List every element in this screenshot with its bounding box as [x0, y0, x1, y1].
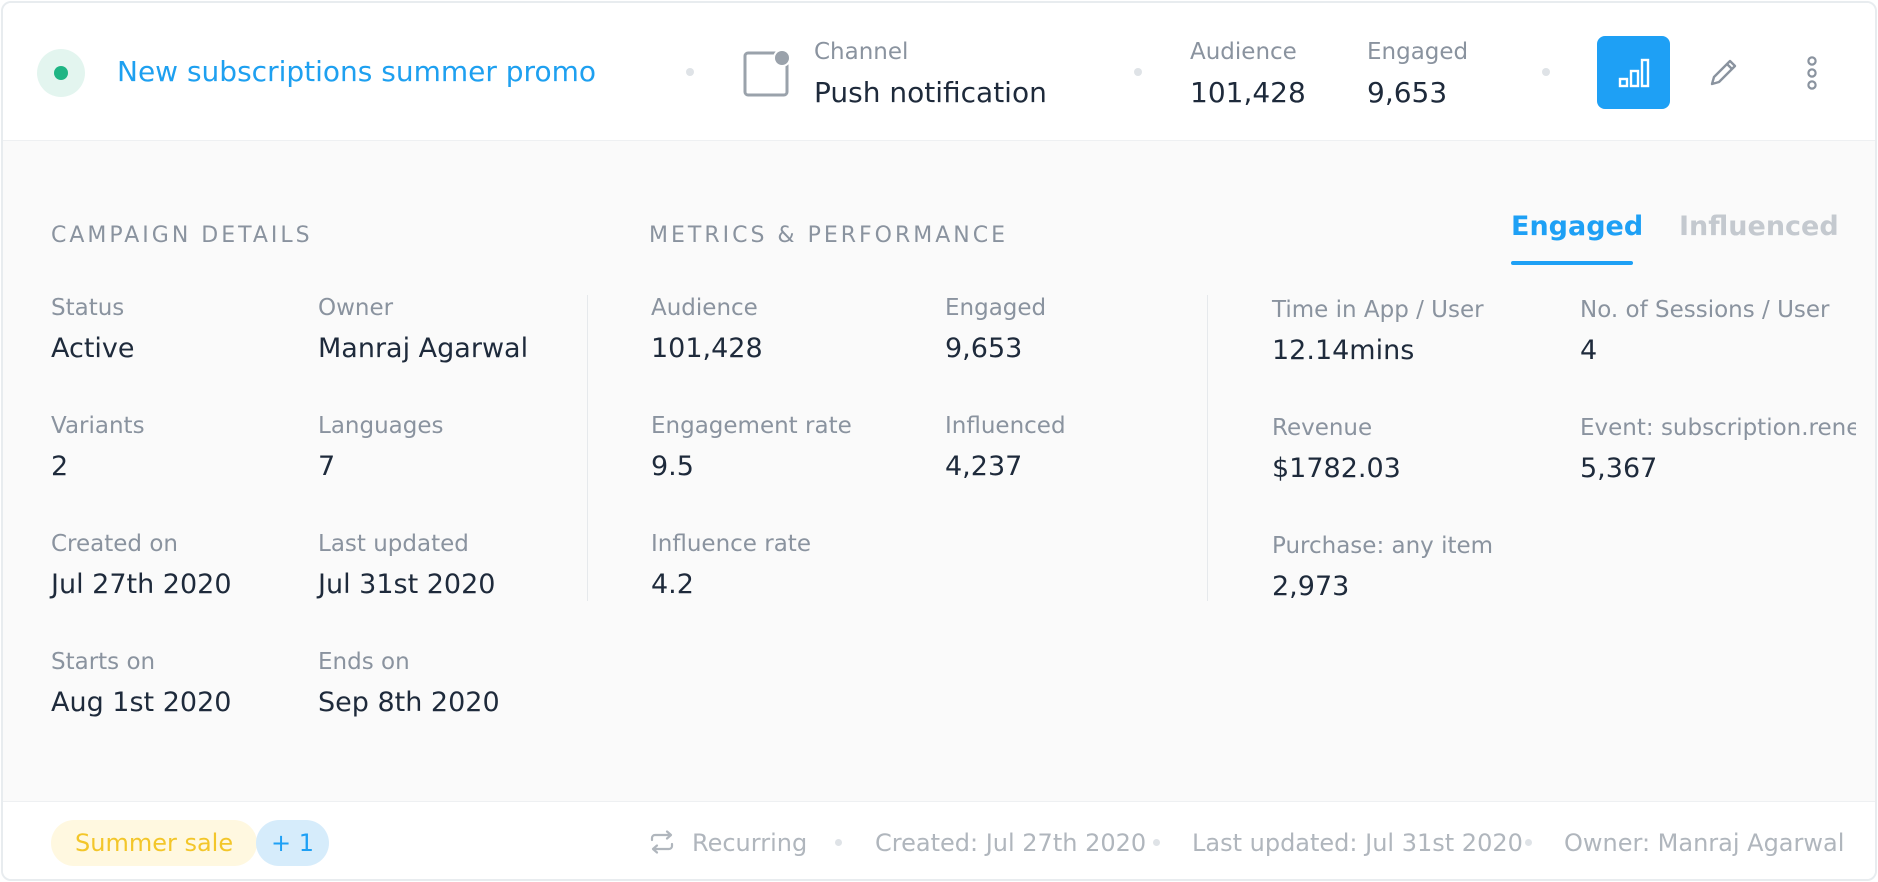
more-vertical-icon — [1806, 55, 1817, 90]
sessions-label-clip: No. of Sessions / User — [1580, 297, 1856, 331]
separator-dot — [1542, 68, 1550, 76]
column-divider — [587, 295, 588, 601]
purchase-any-item-value: 2,973 — [1272, 571, 1350, 602]
sessions-per-user-value: 4 — [1580, 335, 1598, 366]
purchase-any-item-label: Purchase: any item — [1272, 533, 1494, 559]
separator-dot — [835, 839, 842, 846]
metrics-performance-title: METRICS & PERFORMANCE — [649, 223, 1009, 248]
campaign-header: New subscriptions summer promo Channel P… — [3, 3, 1875, 141]
tag-summer-sale[interactable]: Summer sale — [51, 820, 258, 866]
analytics-button[interactable] — [1597, 36, 1670, 109]
column-divider — [1207, 295, 1208, 601]
time-in-app-label: Time in App / User — [1272, 297, 1484, 323]
owner-label: Owner — [318, 295, 394, 321]
status-dot-icon — [54, 66, 68, 80]
status-indicator — [37, 49, 85, 97]
metric-audience-label: Audience — [651, 295, 758, 321]
variants-value: 2 — [51, 451, 69, 482]
recurring-text: Recurring — [692, 829, 808, 857]
active-tab-indicator — [1511, 261, 1633, 265]
event-subscription-renew-label: Event: subscription.renew — [1580, 415, 1856, 441]
footer-last-updated-text: Last updated: Jul 31st 2020 — [1192, 829, 1523, 857]
bar-chart-icon — [1618, 58, 1649, 87]
channel-value: Push notification — [814, 76, 1047, 109]
influence-rate-value: 4.2 — [651, 569, 694, 600]
languages-value: 7 — [318, 451, 336, 482]
influenced-label: Influenced — [945, 413, 1066, 439]
status-value: Active — [51, 333, 135, 364]
last-updated-value: Jul 31st 2020 — [318, 569, 496, 600]
last-updated-label: Last updated — [318, 531, 469, 557]
tab-engaged[interactable]: Engaged — [1511, 211, 1644, 242]
engagement-rate-label: Engagement rate — [651, 413, 852, 439]
edit-button[interactable] — [1686, 36, 1759, 109]
channel-label: Channel — [814, 39, 909, 65]
metric-audience-value: 101,428 — [651, 333, 763, 364]
more-options-button[interactable] — [1775, 36, 1848, 109]
starts-on-value: Aug 1st 2020 — [51, 687, 232, 718]
separator-dot — [1525, 839, 1532, 846]
separator-dot — [1134, 68, 1142, 76]
ends-on-value: Sep 8th 2020 — [318, 687, 500, 718]
footer-created-text: Created: Jul 27th 2020 — [875, 829, 1147, 857]
metric-engaged-value: 9,653 — [945, 333, 1023, 364]
sessions-per-user-label: No. of Sessions / User — [1580, 297, 1830, 323]
pencil-icon — [1710, 59, 1736, 85]
audience-label: Audience — [1190, 39, 1297, 65]
ends-on-label: Ends on — [318, 649, 410, 675]
footer-owner-text: Owner: Manraj Agarwal — [1564, 829, 1845, 857]
separator-dot — [686, 68, 694, 76]
variants-label: Variants — [51, 413, 145, 439]
owner-value: Manraj Agarwal — [318, 333, 529, 364]
engagement-rate-value: 9.5 — [651, 451, 694, 482]
push-notification-icon — [743, 49, 791, 97]
campaign-title-link[interactable]: New subscriptions summer promo — [117, 55, 596, 88]
repeat-icon — [648, 828, 676, 856]
time-in-app-value: 12.14mins — [1272, 335, 1415, 366]
status-label: Status — [51, 295, 125, 321]
metric-engaged-label: Engaged — [945, 295, 1047, 321]
engaged-value: 9,653 — [1367, 76, 1448, 109]
languages-label: Languages — [318, 413, 444, 439]
tag-more-count[interactable]: + 1 — [256, 820, 330, 866]
influence-rate-label: Influence rate — [651, 531, 811, 557]
separator-dot — [1153, 839, 1160, 846]
audience-value: 101,428 — [1190, 76, 1306, 109]
revenue-value: $1782.03 — [1272, 453, 1401, 484]
event-subscription-renew-value: 5,367 — [1580, 453, 1658, 484]
engaged-label: Engaged — [1367, 39, 1469, 65]
tab-influenced[interactable]: Influenced — [1679, 211, 1839, 242]
campaign-details-title: CAMPAIGN DETAILS — [51, 223, 313, 248]
revenue-label: Revenue — [1272, 415, 1373, 441]
influenced-value: 4,237 — [945, 451, 1023, 482]
starts-on-label: Starts on — [51, 649, 156, 675]
event-label-clip: Event: subscription.renew — [1580, 415, 1856, 449]
campaign-footer: Summer sale + 1 Recurring Created: Jul 2… — [3, 801, 1875, 879]
created-on-value: Jul 27th 2020 — [51, 569, 232, 600]
created-on-label: Created on — [51, 531, 178, 557]
